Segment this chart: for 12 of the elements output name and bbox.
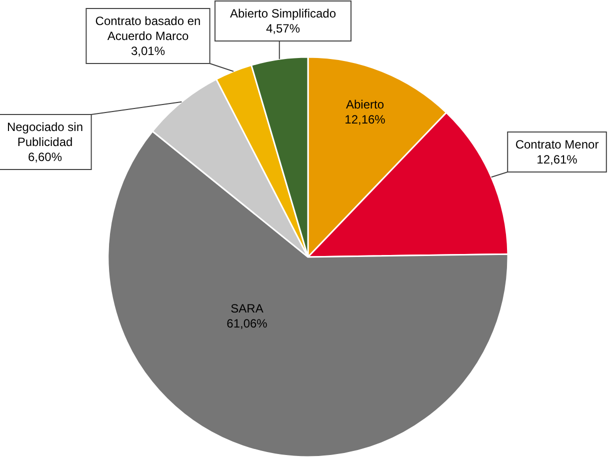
data-label: 61,06% (226, 316, 268, 330)
slice-label: Abierto Simplificado (230, 6, 336, 20)
data-label: 6,60% (28, 150, 62, 164)
slice-label: Negociado sin Publicidad (6, 120, 84, 149)
slice-label: Abierto (346, 98, 384, 112)
slice-label: SARA (230, 302, 264, 316)
slice-label: Contrato Menor (515, 138, 599, 152)
data-label: 12,61% (536, 152, 578, 166)
data-label: 4,57% (266, 22, 300, 36)
data-label: 3,01% (130, 44, 166, 58)
slice-label: Contrato basado en Acuerdo Marco (95, 14, 201, 43)
data-label: 12,16% (344, 112, 386, 126)
